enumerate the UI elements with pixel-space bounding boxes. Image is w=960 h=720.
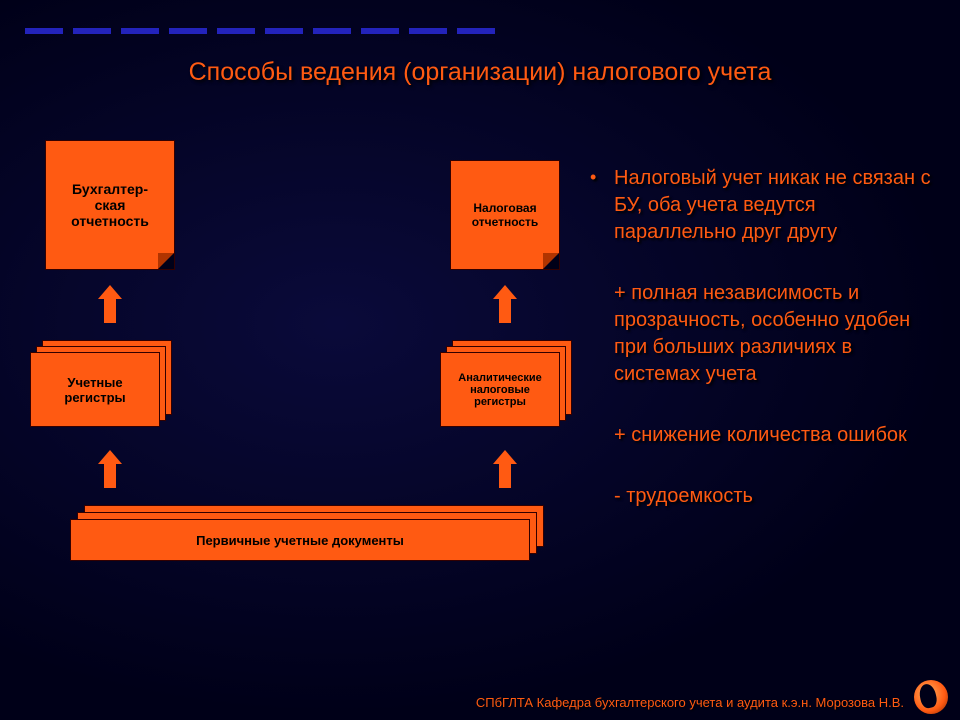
node-acc_report: Бухгалтер-скаяотчетность (45, 140, 175, 270)
node-tax_report: Налоговаяотчетность (450, 160, 560, 270)
flow-diagram: Бухгалтер-скаяотчетность Налоговаяотчетно… (30, 130, 575, 590)
header-dash (25, 28, 63, 34)
bullet-item: - трудоемкость (590, 483, 940, 510)
header-dashes (25, 28, 495, 34)
node-tax_reg: Аналитическиеналоговыерегистры (440, 340, 572, 427)
bullet-marker-icon (590, 483, 614, 510)
bullet-marker-icon (590, 422, 614, 449)
arrow-shaft (499, 299, 511, 323)
arrow-head-icon (98, 450, 122, 464)
bullet-column: •Налоговый учет никак не связан с БУ, об… (590, 165, 940, 544)
arrow-shaft (104, 464, 116, 488)
node-primary: Первичные учетные документы (70, 505, 544, 561)
bullet-item: + снижение количества ошибок (590, 422, 940, 449)
header-dash (313, 28, 351, 34)
arrow-up (493, 450, 517, 488)
arrow-up (98, 285, 122, 323)
arrow-up (98, 450, 122, 488)
bullet-item: •Налоговый учет никак не связан с БУ, об… (590, 165, 940, 246)
stack-front: Аналитическиеналоговыерегистры (440, 352, 560, 427)
header-dash (457, 28, 495, 34)
arrow-up (493, 285, 517, 323)
header-dash (361, 28, 399, 34)
bullet-text: Налоговый учет никак не связан с БУ, оба… (614, 165, 940, 246)
bullet-item: + полная независимость и прозрачность, о… (590, 280, 940, 388)
stack-front: Первичные учетные документы (70, 519, 530, 561)
header-dash (265, 28, 303, 34)
bullet-marker-icon (590, 280, 614, 388)
arrow-head-icon (98, 285, 122, 299)
header-dash (169, 28, 207, 34)
header-dash (217, 28, 255, 34)
footer-logo-icon (914, 680, 948, 714)
header-dash (73, 28, 111, 34)
slide-title: Способы ведения (организации) налогового… (0, 58, 960, 87)
arrow-shaft (499, 464, 511, 488)
arrow-head-icon (493, 450, 517, 464)
arrow-head-icon (493, 285, 517, 299)
bullet-marker-icon: • (590, 165, 614, 246)
stack-front: Учетныерегистры (30, 352, 160, 427)
header-dash (121, 28, 159, 34)
bullet-text: - трудоемкость (614, 483, 753, 510)
bullet-text: + полная независимость и прозрачность, о… (614, 280, 940, 388)
node-acc_reg: Учетныерегистры (30, 340, 172, 427)
arrow-shaft (104, 299, 116, 323)
bullet-text: + снижение количества ошибок (614, 422, 907, 449)
footer-text: СПбГЛТА Кафедра бухгалтерского учета и а… (476, 695, 904, 710)
header-dash (409, 28, 447, 34)
